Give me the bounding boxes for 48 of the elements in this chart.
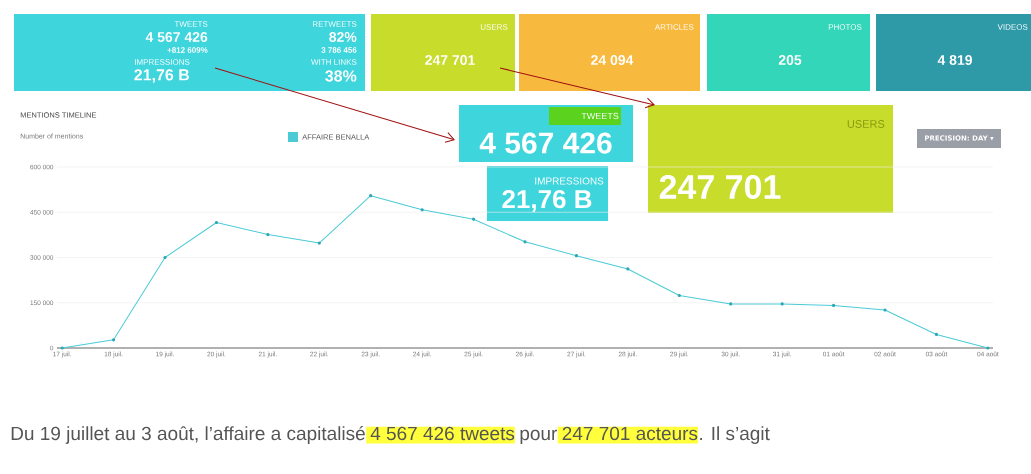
point	[369, 194, 373, 198]
text: 4 567 426 tweets	[370, 426, 515, 441]
text: Du 19 juillet au 3 août, l’affaire a capitalisé	[11, 426, 365, 444]
text: TWEETS	[174, 21, 208, 27]
text: 21,76 B	[134, 69, 190, 83]
text: 3 786 456	[321, 47, 357, 53]
text: pour	[520, 429, 558, 444]
annotation: 21,76 B	[502, 189, 592, 213]
point	[626, 267, 630, 271]
text: 4 567 426	[145, 32, 208, 42]
text: 24 094	[591, 55, 634, 65]
point	[523, 240, 527, 244]
text: +812 609%	[167, 47, 208, 53]
text: 247 701 acteurs	[562, 426, 698, 441]
point	[111, 338, 116, 342]
point	[317, 241, 321, 245]
point	[574, 254, 579, 258]
text: 82%	[329, 32, 357, 42]
text: USERS	[480, 24, 508, 30]
text: TWEETS	[581, 112, 619, 120]
text: IMPRESSIONS	[134, 59, 190, 65]
point	[60, 346, 64, 350]
point	[420, 208, 424, 212]
text: 4 567 426	[479, 132, 612, 154]
point	[266, 232, 270, 237]
annotation: 247 701	[659, 174, 781, 200]
point	[831, 303, 836, 308]
point	[986, 346, 990, 350]
text: USERS	[847, 120, 885, 128]
point	[163, 255, 167, 260]
text: 38%	[325, 70, 357, 82]
text: 247 701	[425, 55, 475, 65]
annotation: IMPRESSIONS	[535, 177, 604, 185]
text: 4 819	[937, 55, 972, 65]
point	[883, 308, 887, 312]
text: PHOTOS	[828, 24, 862, 30]
text: . Il s’agit	[700, 426, 770, 444]
point	[934, 332, 939, 337]
point	[471, 217, 476, 221]
text: WITH LINKS	[311, 59, 357, 65]
point	[780, 302, 784, 306]
point	[729, 302, 733, 306]
text: RETWEETS	[313, 21, 357, 27]
text: VIDEOS	[997, 24, 1028, 30]
text: ARTICLES	[654, 24, 694, 30]
text: 205	[778, 55, 802, 65]
point	[677, 293, 681, 298]
point	[214, 220, 219, 225]
